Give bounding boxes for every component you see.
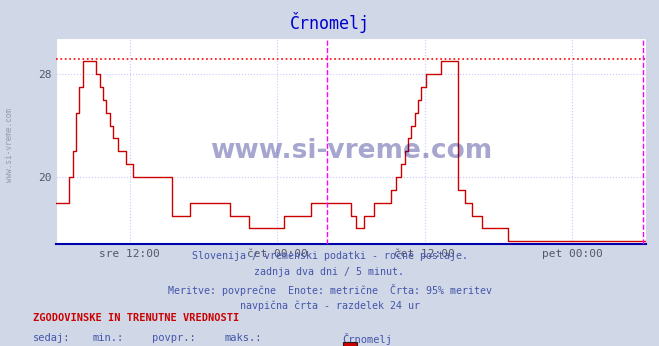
Text: maks.:: maks.:: [224, 333, 262, 343]
Text: Črnomelj: Črnomelj: [343, 333, 393, 345]
Text: www.si-vreme.com: www.si-vreme.com: [5, 108, 14, 182]
Text: Meritve: povprečne  Enote: metrične  Črta: 95% meritev: Meritve: povprečne Enote: metrične Črta:…: [167, 284, 492, 296]
Text: navpična črta - razdelek 24 ur: navpična črta - razdelek 24 ur: [239, 301, 420, 311]
Text: www.si-vreme.com: www.si-vreme.com: [210, 138, 492, 164]
Text: min.:: min.:: [92, 333, 123, 343]
Text: ZGODOVINSKE IN TRENUTNE VREDNOSTI: ZGODOVINSKE IN TRENUTNE VREDNOSTI: [33, 313, 239, 323]
Text: Slovenija / vremenski podatki - ročne postaje.: Slovenija / vremenski podatki - ročne po…: [192, 251, 467, 261]
Text: zadnja dva dni / 5 minut.: zadnja dva dni / 5 minut.: [254, 267, 405, 277]
Text: sedaj:: sedaj:: [33, 333, 71, 343]
Text: Črnomelj: Črnomelj: [289, 12, 370, 33]
Text: povpr.:: povpr.:: [152, 333, 195, 343]
